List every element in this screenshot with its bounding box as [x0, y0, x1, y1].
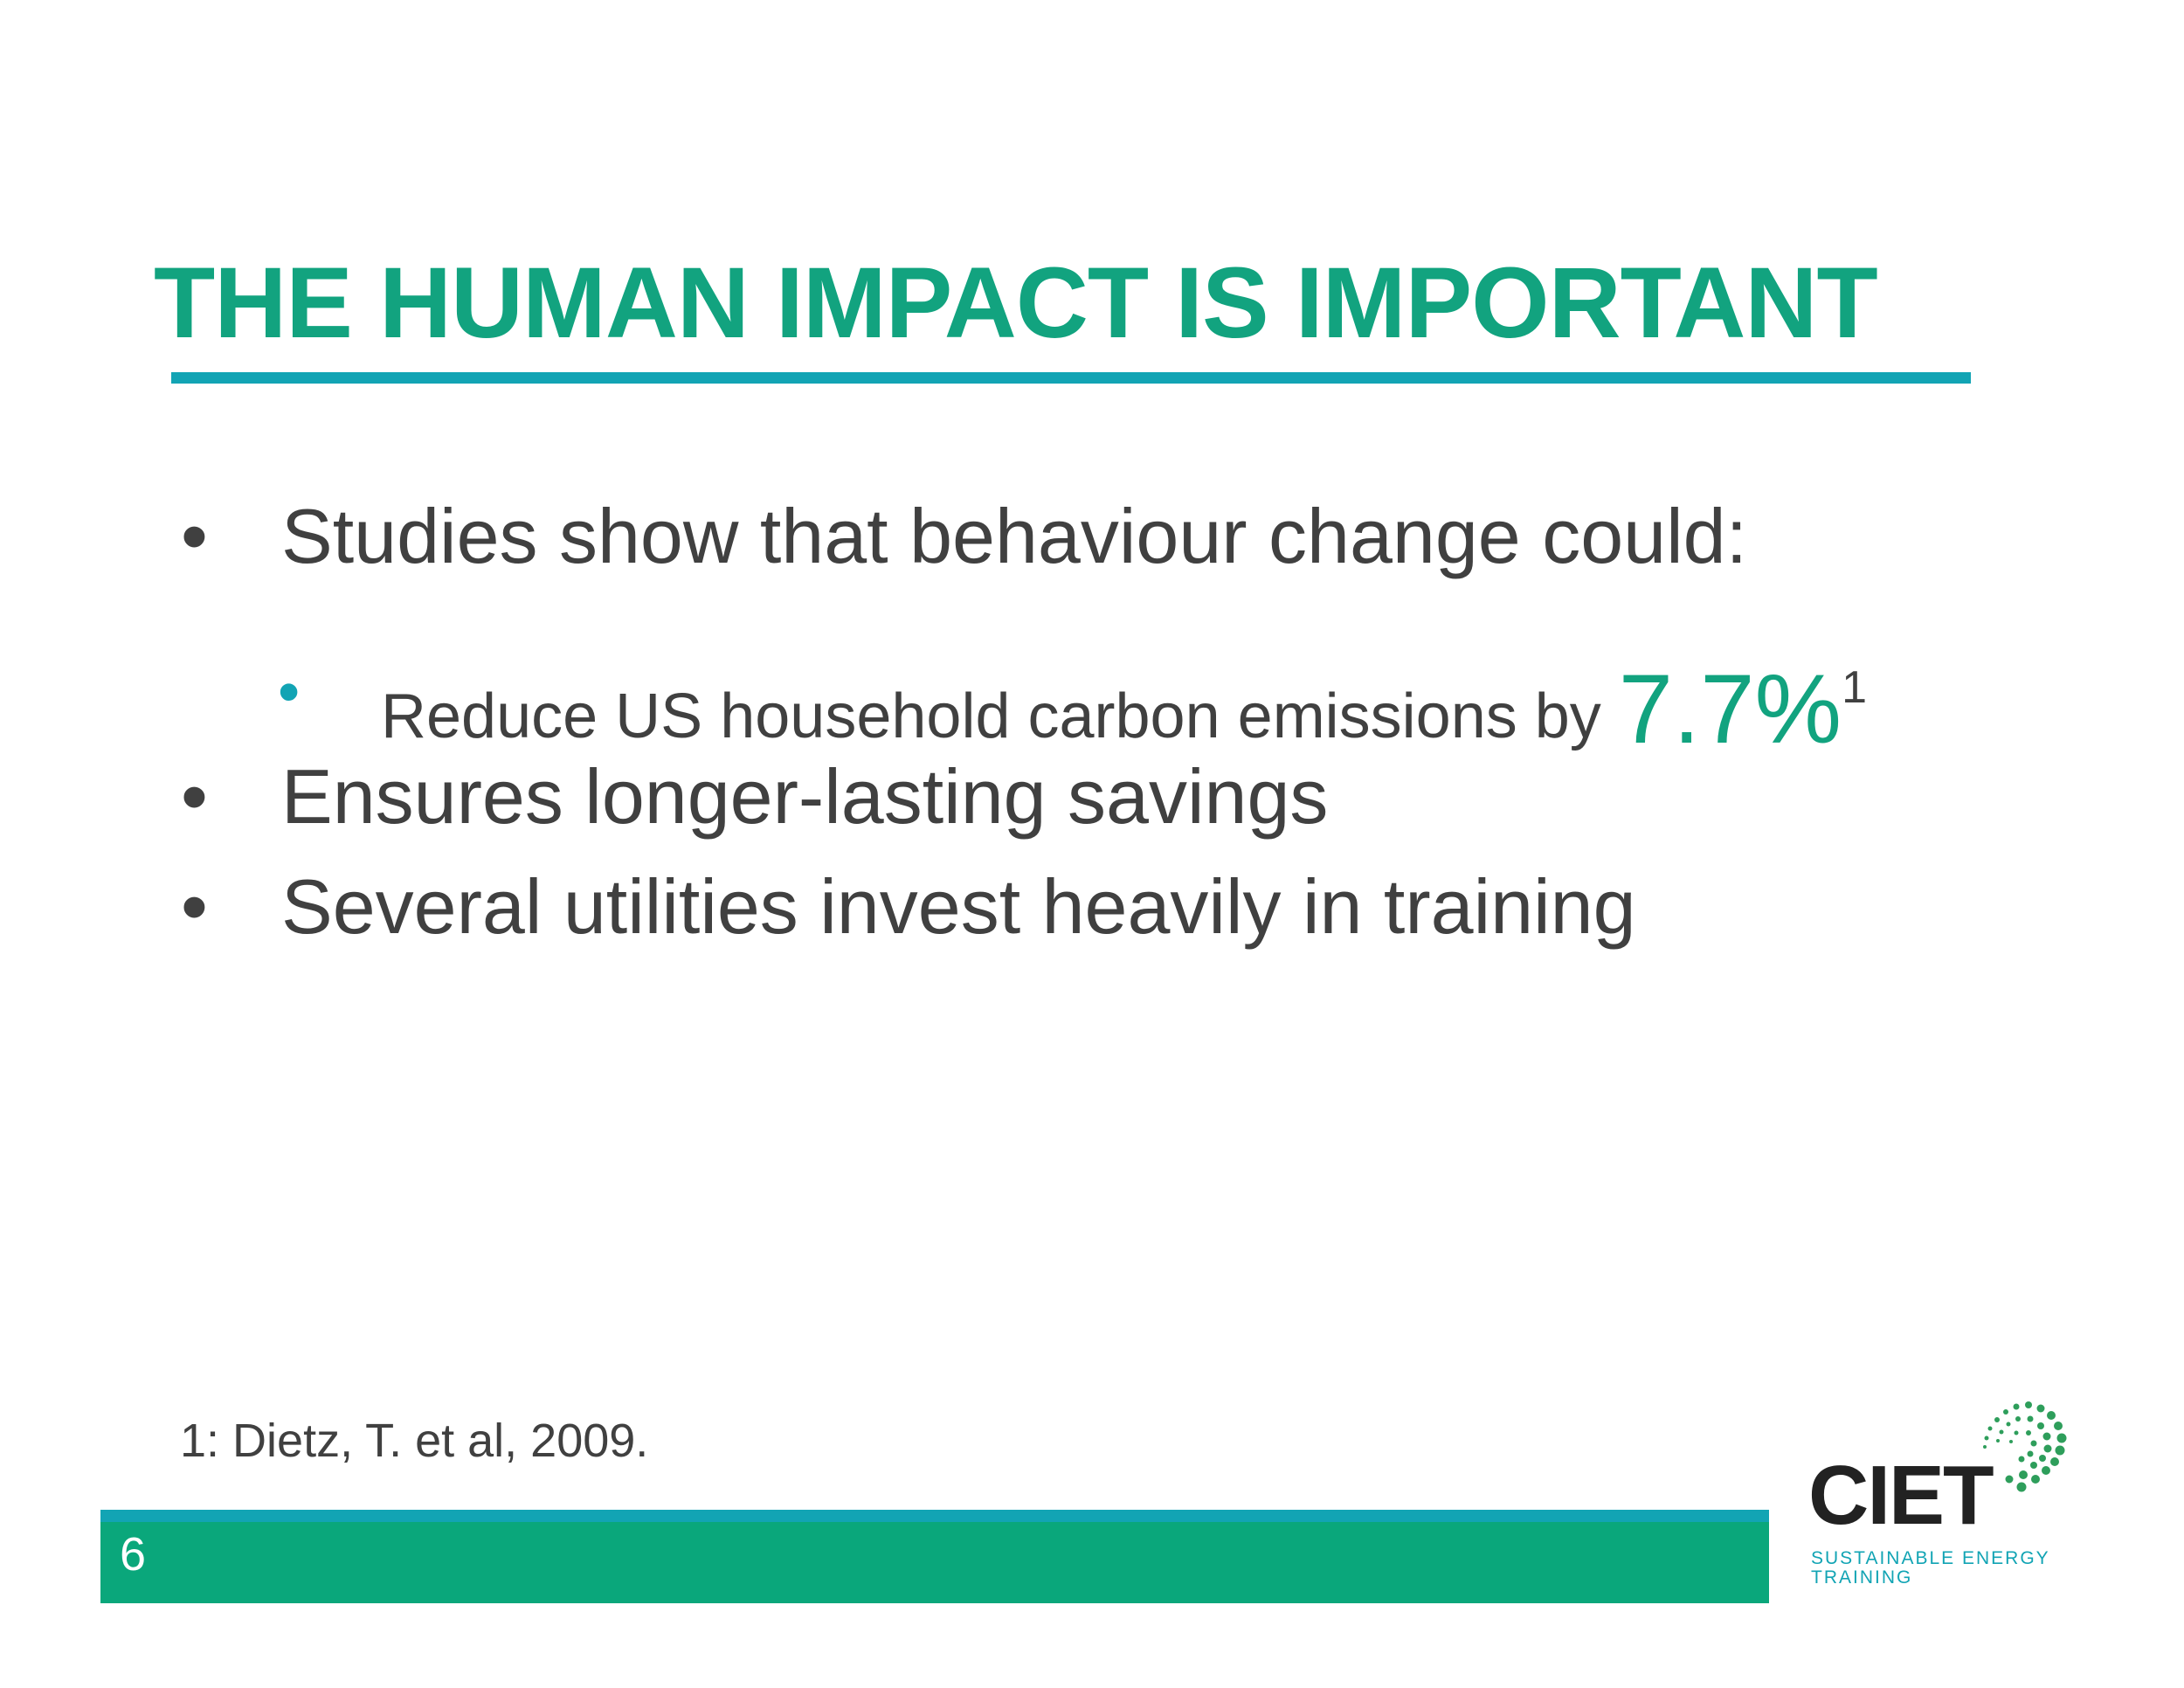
bullet-text: Studies show that behaviour change could… [281, 493, 1748, 579]
ciet-logo: CIET SUSTAINABLE ENERGY TRAINING [1800, 1396, 2079, 1597]
sub-bullet-text-group: Reduce US household carbon emissions by … [381, 661, 1867, 758]
logo-wordmark: CIET [1808, 1449, 1994, 1542]
highlight-value: 7.7% [1618, 654, 1842, 764]
footer-bar [100, 1522, 1769, 1603]
page-number: 6 [120, 1528, 147, 1581]
footnote-ref: 1 [1842, 662, 1867, 713]
logo-tagline-line1: SUSTAINABLE ENERGY [1811, 1548, 2050, 1568]
bullet-icon: • [181, 863, 208, 950]
dotted-arc-icon [1983, 1401, 2067, 1492]
title-underline [171, 372, 1971, 384]
bullet-icon: • [181, 753, 208, 840]
footnote: 1: Dietz, T. et al, 2009. [180, 1415, 649, 1467]
bullet-icon: • [181, 493, 208, 579]
sub-bullet-icon: • [278, 657, 301, 727]
sub-bullet-text: Reduce US household carbon emissions by [381, 681, 1619, 751]
bullet-text: Several utilities invest heavily in trai… [281, 863, 1636, 950]
bullet-text: Ensures longer-lasting savings [281, 753, 1329, 840]
logo-tagline-line2: TRAINING [1811, 1567, 1913, 1588]
slide-title: THE HUMAN IMPACT IS IMPORTANT [154, 247, 1878, 359]
footer-teal-bar [100, 1510, 1769, 1522]
logo-tagline: SUSTAINABLE ENERGY TRAINING [1811, 1548, 2050, 1588]
